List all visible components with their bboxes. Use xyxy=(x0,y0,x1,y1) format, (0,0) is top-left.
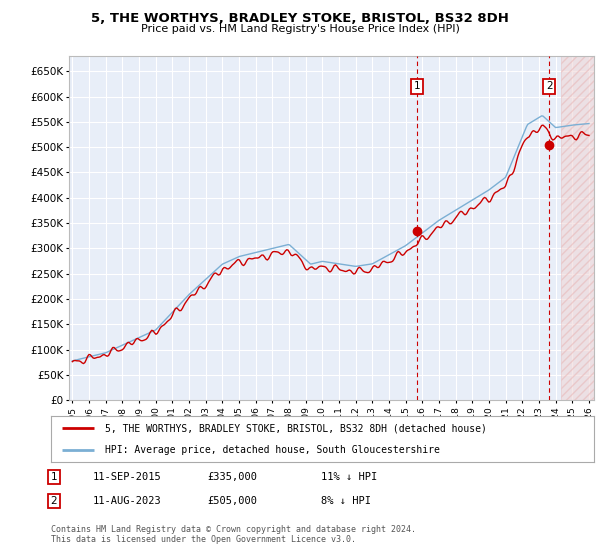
Text: Contains HM Land Registry data © Crown copyright and database right 2024.
This d: Contains HM Land Registry data © Crown c… xyxy=(51,525,416,544)
Text: 2: 2 xyxy=(50,496,58,506)
Text: Price paid vs. HM Land Registry's House Price Index (HPI): Price paid vs. HM Land Registry's House … xyxy=(140,24,460,34)
Text: 11-AUG-2023: 11-AUG-2023 xyxy=(93,496,162,506)
Text: 1: 1 xyxy=(414,81,421,91)
Text: 1: 1 xyxy=(50,472,58,482)
Text: HPI: Average price, detached house, South Gloucestershire: HPI: Average price, detached house, Sout… xyxy=(106,445,440,455)
Text: 11% ↓ HPI: 11% ↓ HPI xyxy=(321,472,377,482)
Text: 11-SEP-2015: 11-SEP-2015 xyxy=(93,472,162,482)
Text: £335,000: £335,000 xyxy=(207,472,257,482)
Text: 2: 2 xyxy=(546,81,553,91)
Text: 5, THE WORTHYS, BRADLEY STOKE, BRISTOL, BS32 8DH: 5, THE WORTHYS, BRADLEY STOKE, BRISTOL, … xyxy=(91,12,509,25)
Bar xyxy=(560,56,600,400)
Text: £505,000: £505,000 xyxy=(207,496,257,506)
Text: 5, THE WORTHYS, BRADLEY STOKE, BRISTOL, BS32 8DH (detached house): 5, THE WORTHYS, BRADLEY STOKE, BRISTOL, … xyxy=(106,423,487,433)
Text: 8% ↓ HPI: 8% ↓ HPI xyxy=(321,496,371,506)
